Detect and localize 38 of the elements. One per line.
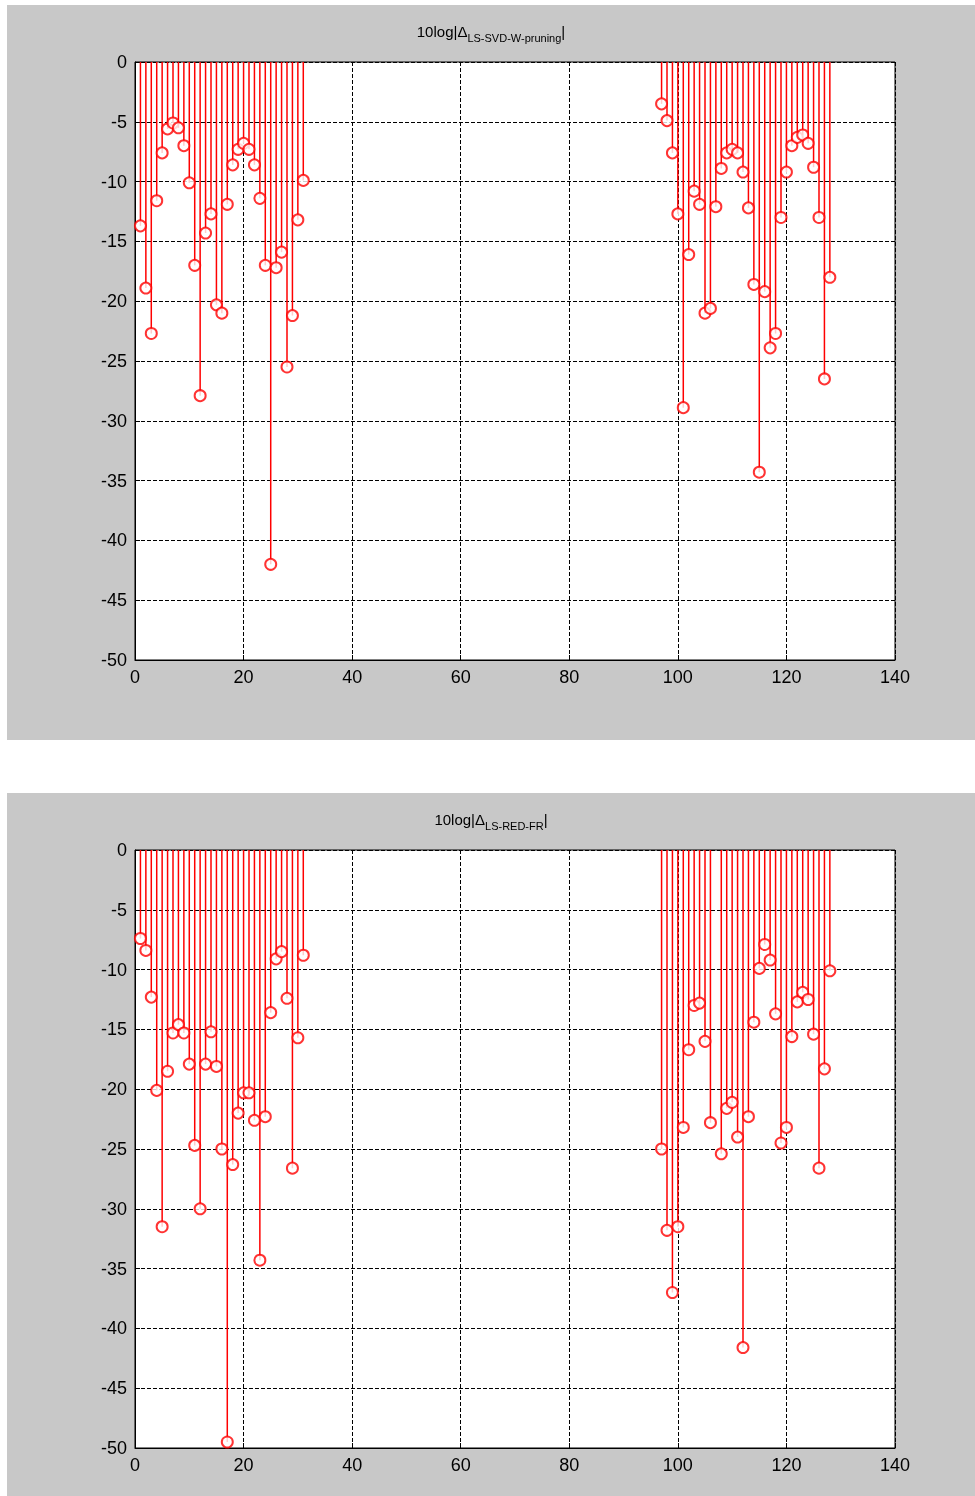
y-tick-label: -15 xyxy=(100,1019,127,1040)
y-tick-label: -45 xyxy=(100,1378,127,1399)
x-tick-label: 60 xyxy=(450,667,471,687)
x-tick-label: 140 xyxy=(879,667,911,687)
y-tick-label: -50 xyxy=(100,1438,127,1458)
x-tick-label: 20 xyxy=(233,1455,254,1475)
y-tick-label: -25 xyxy=(100,351,127,371)
y-tick-label: -25 xyxy=(100,1139,127,1159)
y-tick-label: -40 xyxy=(100,1318,127,1339)
y-tick-label: -35 xyxy=(100,470,127,491)
x-tick-label: 40 xyxy=(342,667,363,687)
x-tick-label: 80 xyxy=(559,667,580,687)
x-tick-label: 140 xyxy=(879,1455,911,1475)
y-tick-label: -20 xyxy=(100,291,127,312)
y-tick-label: -30 xyxy=(100,410,127,431)
x-tick-label: 40 xyxy=(342,1455,363,1475)
x-tick-label: 20 xyxy=(233,667,254,687)
y-tick-label: -40 xyxy=(100,530,127,551)
x-tick-label: 80 xyxy=(559,1455,580,1475)
y-tick-label: -20 xyxy=(100,1079,127,1100)
y-tick-label: -5 xyxy=(110,899,127,920)
y-tick-label: 0 xyxy=(116,52,127,72)
y-tick-label: -15 xyxy=(100,231,127,252)
x-tick-label: 120 xyxy=(771,667,802,687)
y-tick-label: -35 xyxy=(100,1258,127,1279)
y-tick-label: -10 xyxy=(100,171,127,192)
x-tick-label: 0 xyxy=(129,1455,141,1475)
y-tick-label: -10 xyxy=(100,959,127,980)
x-tick-label: 100 xyxy=(662,667,693,687)
y-tick-label: 0 xyxy=(116,840,127,860)
x-tick-label: 60 xyxy=(450,1455,471,1475)
y-tick-label: -5 xyxy=(110,111,127,132)
y-tick-label: -50 xyxy=(100,650,127,670)
x-tick-label: 0 xyxy=(129,667,141,687)
y-tick-label: -45 xyxy=(100,590,127,611)
y-tick-label: -30 xyxy=(100,1198,127,1219)
x-tick-label: 100 xyxy=(662,1455,693,1475)
x-tick-label: 120 xyxy=(771,1455,802,1475)
